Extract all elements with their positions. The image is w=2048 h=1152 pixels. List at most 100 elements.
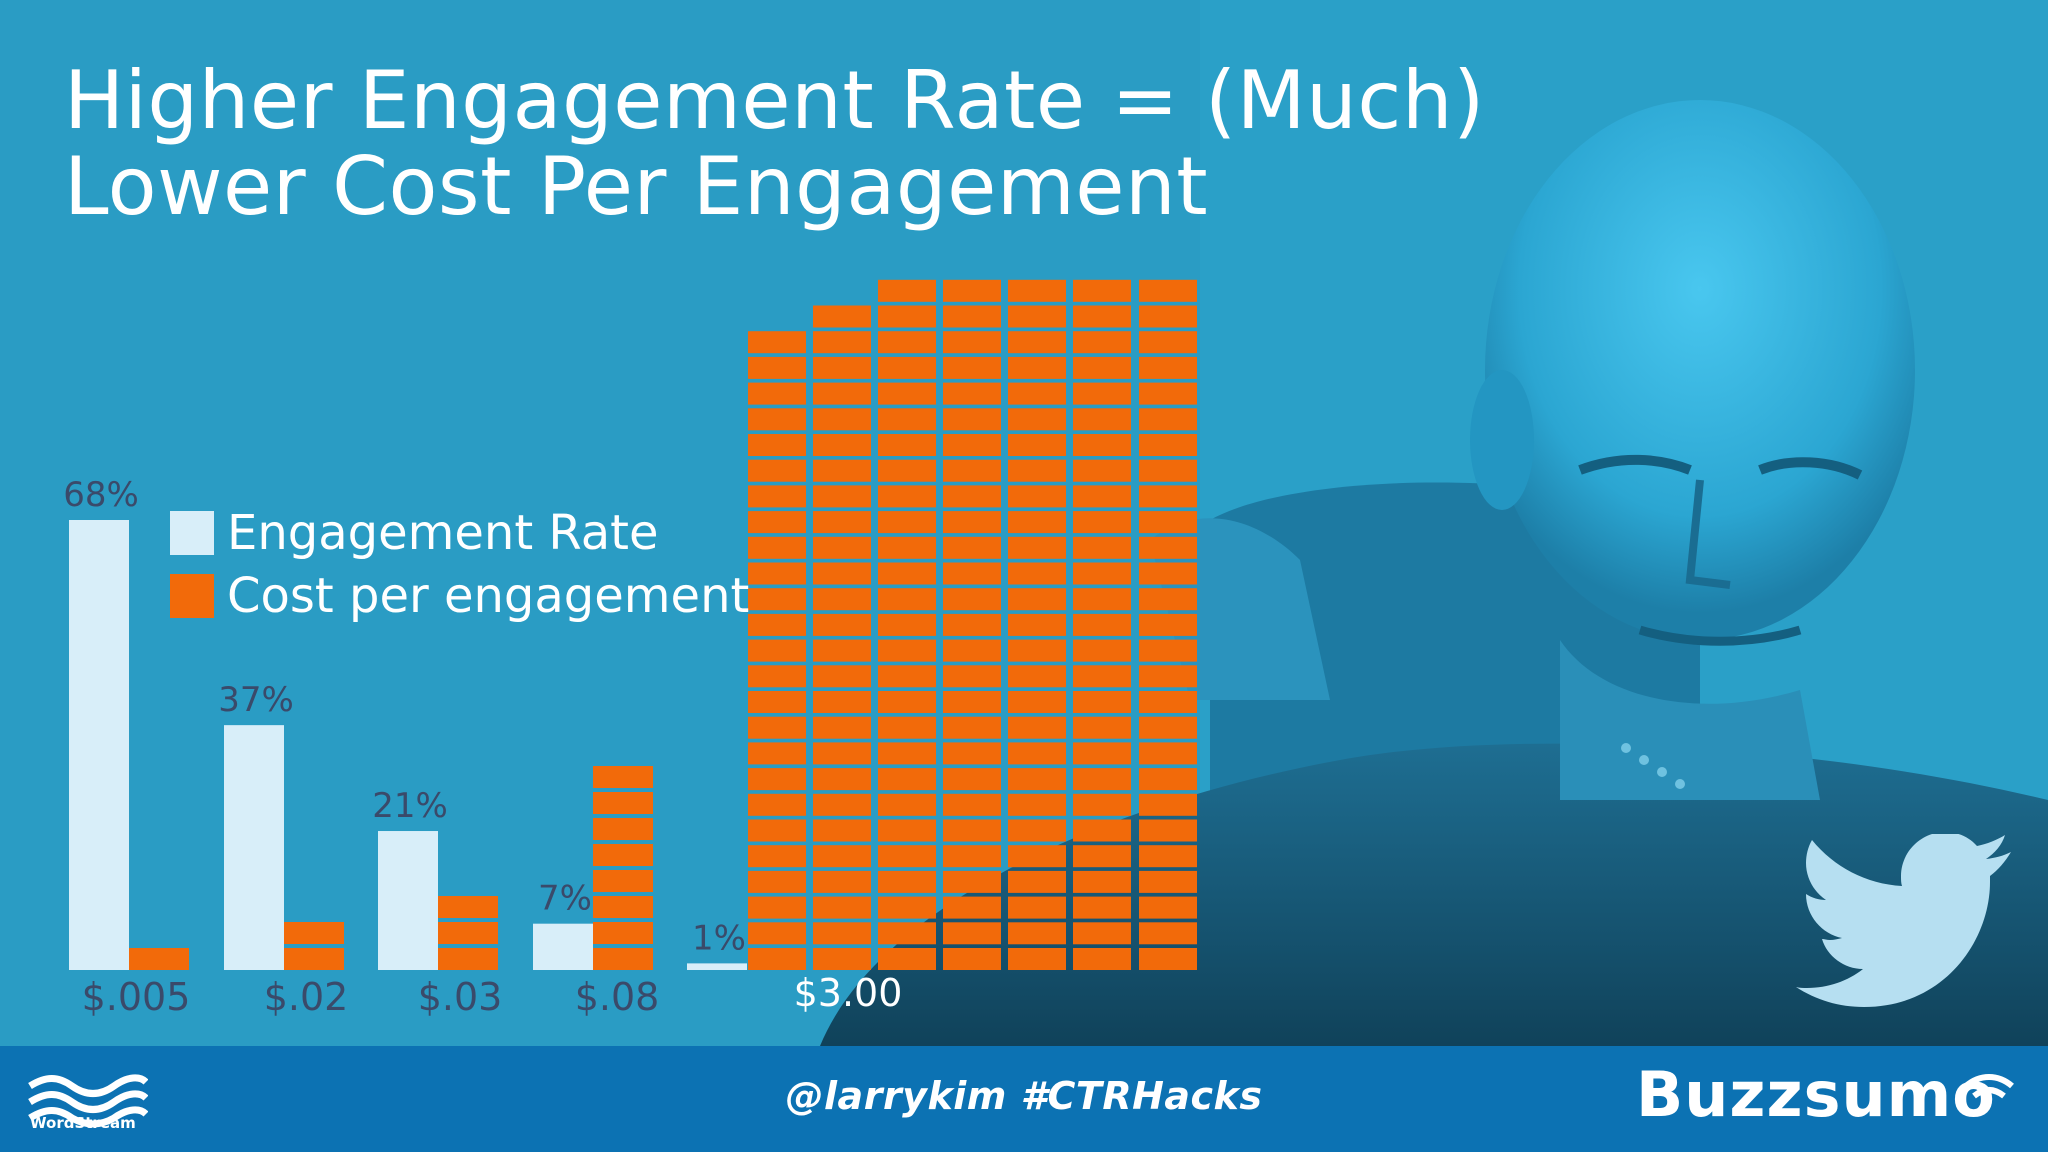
cost-bar <box>748 279 1197 970</box>
cost-bar-segment <box>813 434 871 456</box>
cost-bar-segment <box>813 459 871 482</box>
cost-bar-segment <box>593 870 653 892</box>
cost-bar-segment <box>1139 511 1197 534</box>
cost-bar-segment <box>878 691 936 713</box>
cost-bar-segment <box>813 948 871 970</box>
cost-bar-segment <box>1139 691 1197 713</box>
cost-bar-segment <box>1073 588 1131 611</box>
cost-bar-segment <box>593 922 653 944</box>
cost-bar-segment <box>1073 639 1131 662</box>
cost-bar-segment <box>593 896 653 918</box>
cost-bar-segment <box>1008 588 1066 611</box>
cost-bar-segment <box>1139 948 1197 970</box>
cost-bar-segment <box>1008 459 1066 482</box>
cost-bar-segment <box>1139 536 1197 559</box>
cost-bar-segment <box>748 896 806 919</box>
cost-bar-segment <box>943 331 1001 354</box>
title-line-2: Lower Cost Per Engagement <box>64 140 1209 233</box>
engagement-bar <box>687 963 747 970</box>
cost-bar-segment <box>1139 305 1197 328</box>
legend-label-engagement: Engagement Rate <box>227 505 659 561</box>
cost-bar-segment <box>1073 922 1131 945</box>
category-label: $.03 <box>418 975 503 1019</box>
cost-bar-segment <box>943 434 1001 456</box>
cost-bar-segment <box>878 845 936 868</box>
cost-bar-segment <box>878 768 936 791</box>
cost-bar-segment <box>748 356 806 379</box>
buzzsumo-logo: Buzzsumo <box>1636 1058 1996 1131</box>
cost-bar-segment <box>1073 485 1131 508</box>
engagement-value-label: 68% <box>63 475 139 515</box>
cost-bar-segment <box>593 792 653 814</box>
cost-bar-segment <box>1008 562 1066 585</box>
cost-bar-segment <box>1073 870 1131 893</box>
cost-bar-segment <box>1008 639 1066 662</box>
cost-bar-segment <box>878 408 936 431</box>
cost-bar-segment <box>1008 331 1066 354</box>
cost-bar-segment <box>1008 305 1066 328</box>
cost-bar-segment <box>1139 845 1197 868</box>
cost-bar-segment <box>878 279 936 302</box>
cost-bar-segment <box>1073 434 1131 456</box>
cost-bar-segment <box>878 793 936 816</box>
legend-item-engagement-rate: Engagement Rate <box>170 501 730 565</box>
cost-bar-segment <box>593 844 653 866</box>
cost-bar-segment <box>1008 485 1066 508</box>
cost-bar-segment <box>878 665 936 688</box>
cost-bar-segment <box>943 870 1001 893</box>
cost-bar-segment <box>748 665 806 688</box>
cost-per-engagement-series <box>129 279 1197 970</box>
cost-bar-segment <box>438 896 498 918</box>
cost-bar-segment <box>1073 382 1131 405</box>
cost-bar-segment <box>813 793 871 816</box>
category-labels: $.005 $.02 $.03 $.08 $3.00 <box>82 971 903 1019</box>
cost-bar-segment <box>943 459 1001 482</box>
cost-bar-segment <box>438 922 498 944</box>
cost-bar-segment <box>748 768 806 791</box>
cost-bar-segment <box>1008 768 1066 791</box>
engagement-bar <box>224 725 284 970</box>
cost-bar-segment <box>1073 716 1131 739</box>
cost-bar-segment <box>1139 562 1197 585</box>
cost-bar-segment <box>1008 511 1066 534</box>
cost-bar-segment <box>1008 408 1066 431</box>
cost-bar-segment <box>878 819 936 842</box>
cost-bar-segment <box>813 691 871 713</box>
cost-bar-segment <box>748 716 806 739</box>
footer-handle: @larrykim #CTRHacks <box>785 1074 1263 1118</box>
engagement-bar <box>378 831 438 970</box>
wordstream-logo-text: WordStream <box>30 1114 136 1132</box>
cost-bar-segment <box>813 768 871 791</box>
cost-bar-segment <box>748 382 806 405</box>
cost-bar-segment <box>1073 948 1131 970</box>
cost-bar-segment <box>1073 613 1131 636</box>
cost-bar-segment <box>813 485 871 508</box>
cost-bar-segment <box>943 922 1001 945</box>
cost-bar-segment <box>1139 613 1197 636</box>
cost-bar-segment <box>943 511 1001 534</box>
cost-bar-segment <box>878 434 936 456</box>
cost-bar-segment <box>1139 716 1197 739</box>
cost-bar-segment <box>748 691 806 713</box>
cost-bar-segment <box>813 819 871 842</box>
cost-bar-segment <box>1008 896 1066 919</box>
category-label: $.005 <box>82 975 191 1019</box>
cost-bar-segment <box>1008 716 1066 739</box>
cost-bar-segment <box>1139 819 1197 842</box>
cost-bar-segment <box>813 331 871 354</box>
cost-bar <box>129 948 189 970</box>
cost-bar-segment <box>593 948 653 970</box>
cost-bar-segment <box>1008 742 1066 765</box>
category-label: $.02 <box>264 975 349 1019</box>
cost-bar-segment <box>1073 896 1131 919</box>
cost-bar-segment <box>1008 948 1066 970</box>
engagement-value-label: 7% <box>538 879 592 919</box>
cost-bar-segment <box>1073 691 1131 713</box>
twitter-bird-icon <box>1796 834 2011 1007</box>
cost-bar-segment <box>878 922 936 945</box>
cost-bar-segment <box>1139 768 1197 791</box>
cost-bar-segment <box>813 562 871 585</box>
cost-bar-segment <box>813 382 871 405</box>
cost-bar-segment <box>1008 922 1066 945</box>
cost-bar-segment <box>748 845 806 868</box>
